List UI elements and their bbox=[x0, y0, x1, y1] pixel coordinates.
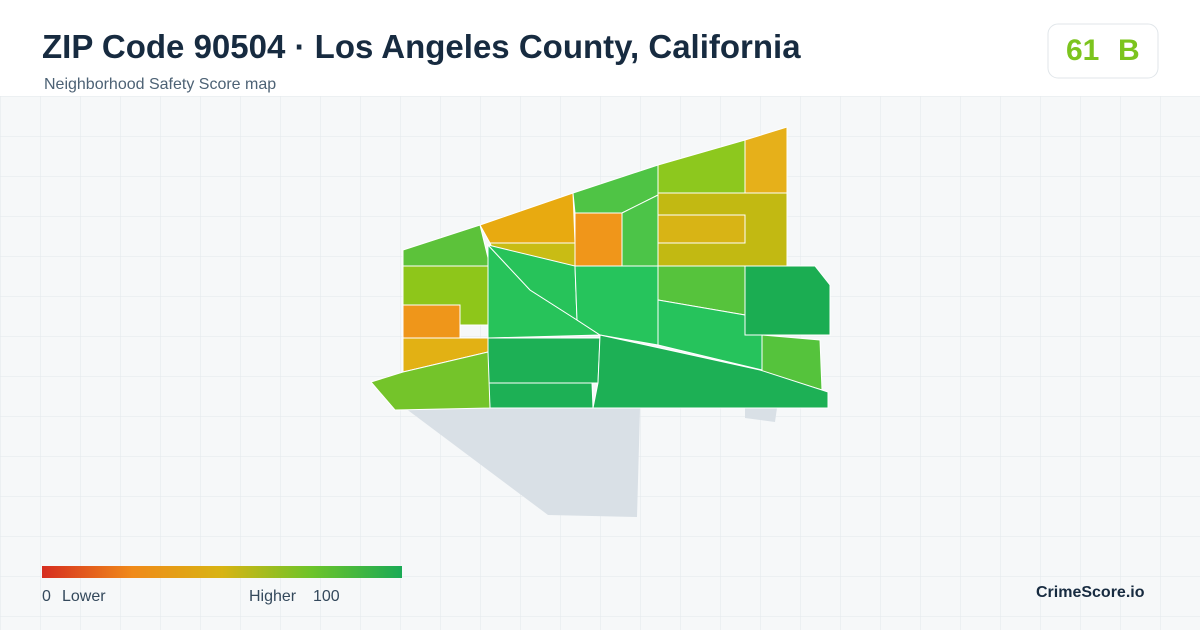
score-badge bbox=[1047, 23, 1159, 79]
subtitle: Neighborhood Safety Score map bbox=[44, 76, 277, 93]
area bbox=[487, 382, 594, 409]
brand: CrimeScore.io bbox=[1036, 584, 1145, 601]
area bbox=[402, 304, 461, 339]
title: ZIP Code 90504 · Los Angeles County, Cal… bbox=[42, 28, 801, 65]
score: 61 bbox=[1066, 34, 1100, 67]
area bbox=[574, 212, 623, 267]
legend-gradient bbox=[42, 566, 402, 578]
no-data-area bbox=[405, 408, 640, 517]
no-data-area bbox=[745, 408, 777, 422]
area bbox=[487, 337, 601, 384]
legend-max-label: Higher bbox=[249, 588, 297, 605]
map-areas bbox=[370, 126, 831, 517]
legend-min: 0 bbox=[42, 588, 51, 605]
header-bg bbox=[0, 0, 1200, 96]
grade: B bbox=[1118, 34, 1140, 67]
area bbox=[370, 351, 491, 411]
area bbox=[592, 334, 829, 409]
legend-min-label: Lower bbox=[62, 588, 106, 605]
area bbox=[574, 265, 659, 346]
area bbox=[657, 214, 746, 244]
area bbox=[744, 265, 831, 336]
legend-max: 100 bbox=[313, 588, 340, 605]
